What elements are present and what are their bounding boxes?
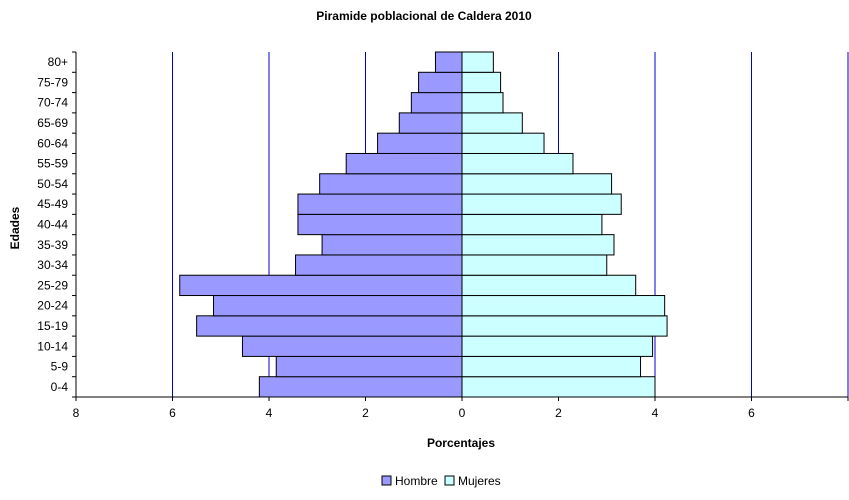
bar-mujeres-70-74 [461,92,504,114]
bar-mujeres-30-34 [461,254,608,276]
y-tick-label: 20-24 [37,299,68,313]
x-axis-title: Porcentajes [427,436,495,450]
bar-hombre-60-64 [377,132,463,154]
x-tick-label: 0 [459,406,466,420]
x-tick-label: 4 [266,406,273,420]
bar-hombre-45-49 [297,193,463,215]
bar-hombre-80+ [434,51,463,73]
bar-mujeres-80+ [461,51,494,73]
bar-mujeres-20-24 [461,295,666,317]
bar-hombre-15-19 [196,315,463,337]
bar-hombre-65-69 [398,112,463,134]
bar-mujeres-15-19 [461,315,668,337]
y-tick-label: 5-9 [51,360,69,374]
bar-mujeres-45-49 [461,193,622,215]
bar-hombre-70-74 [410,92,463,114]
y-tick-label: 55-59 [37,157,68,171]
bar-hombre-40-44 [297,213,463,236]
y-tick-label: 30-34 [37,258,68,272]
y-tick-label: 10-14 [37,339,68,353]
bar-hombre-75-79 [418,71,463,94]
bar-mujeres-0-4 [461,376,656,398]
bar-hombre-30-34 [295,254,463,276]
y-tick-label: 60-64 [37,136,68,150]
y-tick-label: 40-44 [37,218,68,232]
bar-mujeres-40-44 [461,213,603,236]
y-tick-label: 80+ [48,55,68,69]
bar-mujeres-75-79 [461,71,502,94]
legend-label-hombre: Hombre [395,474,438,488]
bar-mujeres-5-9 [461,355,642,378]
chart-title: Piramide poblacional de Caldera 2010 [316,9,532,23]
legend-swatch-hombre [381,475,392,486]
y-tick-label: 25-29 [37,278,68,292]
y-tick-label: 0-4 [51,380,69,394]
y-tick-label: 35-39 [37,238,68,252]
bar-mujeres-65-69 [461,112,523,134]
y-tick-label: 70-74 [37,96,68,110]
y-tick-label: 50-54 [37,177,68,191]
bar-hombre-35-39 [321,234,463,256]
bar-mujeres-50-54 [461,173,613,195]
y-tick-label: 75-79 [37,75,68,89]
x-tick-label: 6 [748,406,755,420]
bar-hombre-5-9 [275,355,463,378]
legend-swatch-mujeres [444,475,455,486]
bar-mujeres-60-64 [461,132,545,154]
bar-hombre-10-14 [241,335,463,357]
bar-hombre-0-4 [258,376,463,398]
bar-hombre-25-29 [179,274,463,297]
legend-label-mujeres: Mujeres [458,474,501,488]
axes [72,51,849,401]
y-tick-label: 15-19 [37,319,68,333]
bar-hombre-50-54 [319,173,463,195]
y-tick-label: 45-49 [37,197,68,211]
bar-mujeres-25-29 [461,274,637,297]
bar-hombre-55-59 [345,152,463,175]
x-tick-label: 2 [555,406,562,420]
bar-hombre-20-24 [213,295,463,317]
bar-mujeres-10-14 [461,335,654,357]
x-tick-label: 6 [169,406,176,420]
y-axis-title: Edades [8,206,22,249]
y-tick-label: 65-69 [37,116,68,130]
x-tick-label: 4 [652,406,659,420]
bars [179,51,668,398]
x-tick-labels: 8 6 4 2 0 2 4 6 [73,406,756,420]
bar-mujeres-35-39 [461,234,615,256]
bar-mujeres-55-59 [461,152,574,175]
y-tick-labels: 0-4 5-9 10-14 15-19 20-24 25-29 30-34 35-39 40-4… [37,55,68,394]
legend: Hombre Mujeres [381,474,501,488]
x-tick-label: 2 [362,406,369,420]
x-tick-label: 8 [73,406,80,420]
